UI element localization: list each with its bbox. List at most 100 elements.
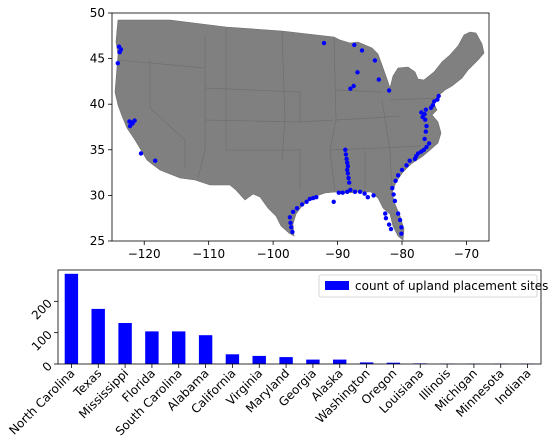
site-point	[390, 185, 395, 191]
site-point	[395, 211, 401, 216]
site-point	[397, 217, 403, 223]
site-point	[352, 42, 357, 48]
site-point	[432, 99, 437, 104]
site-point	[392, 198, 398, 204]
site-point	[287, 215, 293, 220]
site-point	[386, 222, 392, 227]
site-point	[344, 156, 349, 162]
bar	[64, 273, 79, 364]
site-point	[340, 190, 345, 195]
bar-y-ticks: 0 100 200	[29, 296, 58, 374]
bar	[386, 362, 401, 364]
site-point	[399, 231, 404, 236]
site-point	[362, 191, 367, 196]
legend-swatch	[325, 281, 349, 290]
bar	[172, 331, 186, 364]
site-point	[357, 189, 363, 194]
site-point	[399, 167, 405, 173]
site-point	[307, 196, 312, 202]
site-point	[345, 164, 351, 169]
site-point	[383, 211, 388, 216]
state-borders	[117, 27, 441, 194]
map-x-tick-label: −90	[325, 247, 350, 261]
bar-axes-frame	[57, 269, 542, 365]
bar	[118, 323, 132, 364]
site-point	[345, 167, 350, 173]
map-x-ticks: −120 −110 −100 −90 −80 −70	[128, 241, 479, 261]
site-point	[393, 178, 398, 183]
map-panel: −120 −110 −100 −90 −80 −70 25 30 35 40 45 50	[90, 6, 490, 261]
bar	[359, 362, 374, 364]
bar	[198, 335, 213, 364]
site-point	[289, 225, 294, 230]
bar-series	[64, 273, 535, 364]
site-point	[351, 83, 356, 89]
site-point	[346, 175, 351, 181]
site-point	[423, 107, 428, 112]
site-point	[347, 180, 352, 185]
site-point	[314, 195, 319, 200]
bar-y-tick-label: 0	[40, 359, 55, 374]
bar-x-ticks: North CarolinaTexasMississippiFloridaSou…	[6, 364, 534, 438]
map-y-tick-label: 25	[90, 234, 105, 248]
site-point	[420, 114, 425, 120]
map-y-tick-label: 40	[90, 97, 105, 111]
site-point	[359, 48, 365, 53]
legend-label: count of upland placement sites	[355, 279, 548, 293]
site-point	[127, 123, 133, 129]
site-point	[117, 50, 122, 55]
site-point	[343, 147, 348, 152]
site-point	[290, 209, 296, 214]
site-point	[345, 160, 350, 165]
site-point	[395, 173, 401, 178]
bar	[91, 308, 105, 364]
site-point	[376, 77, 381, 82]
site-point	[331, 199, 336, 204]
map-x-tick-label: −100	[257, 247, 290, 261]
site-point	[391, 192, 396, 197]
site-point	[115, 61, 121, 66]
bar	[145, 331, 159, 364]
bar-y-tick-label: 100	[29, 328, 55, 354]
site-point	[399, 225, 404, 230]
site-point	[304, 199, 309, 204]
site-point	[352, 189, 358, 194]
map-y-tick-label: 30	[90, 188, 105, 202]
map-y-ticks: 25 30 35 40 45 50	[90, 6, 112, 248]
site-point	[348, 187, 353, 193]
site-point	[294, 206, 300, 211]
site-point	[419, 110, 424, 115]
bar	[252, 355, 266, 364]
site-point	[386, 88, 392, 93]
site-point	[424, 144, 429, 150]
site-point	[372, 58, 378, 63]
site-point	[423, 129, 428, 134]
dredge-site-points	[115, 40, 441, 236]
bar	[279, 357, 293, 364]
site-point	[407, 158, 412, 163]
map-y-tick-label: 50	[90, 6, 105, 20]
map-y-tick-label: 45	[90, 52, 105, 66]
site-point	[383, 216, 389, 221]
site-point	[153, 158, 158, 163]
site-point	[430, 102, 436, 108]
site-point	[404, 163, 409, 168]
site-point	[345, 189, 350, 194]
bar-y-tick-label: 200	[29, 296, 55, 322]
site-point	[138, 151, 144, 156]
site-point	[132, 118, 137, 123]
bar	[306, 359, 320, 364]
legend-box	[318, 274, 538, 298]
site-point	[348, 86, 353, 91]
site-point	[355, 70, 360, 75]
map-y-tick-label: 35	[90, 143, 105, 157]
bar	[225, 354, 240, 364]
map-x-tick-label: −110	[192, 247, 225, 261]
bar-panel: 0 100 200 North CarolinaTexasMississippiFl…	[6, 269, 548, 438]
map-axes-frame	[111, 12, 490, 242]
site-point	[290, 229, 295, 235]
site-point	[422, 136, 427, 142]
site-point	[436, 93, 441, 99]
map-x-tick-label: −70	[454, 247, 479, 261]
